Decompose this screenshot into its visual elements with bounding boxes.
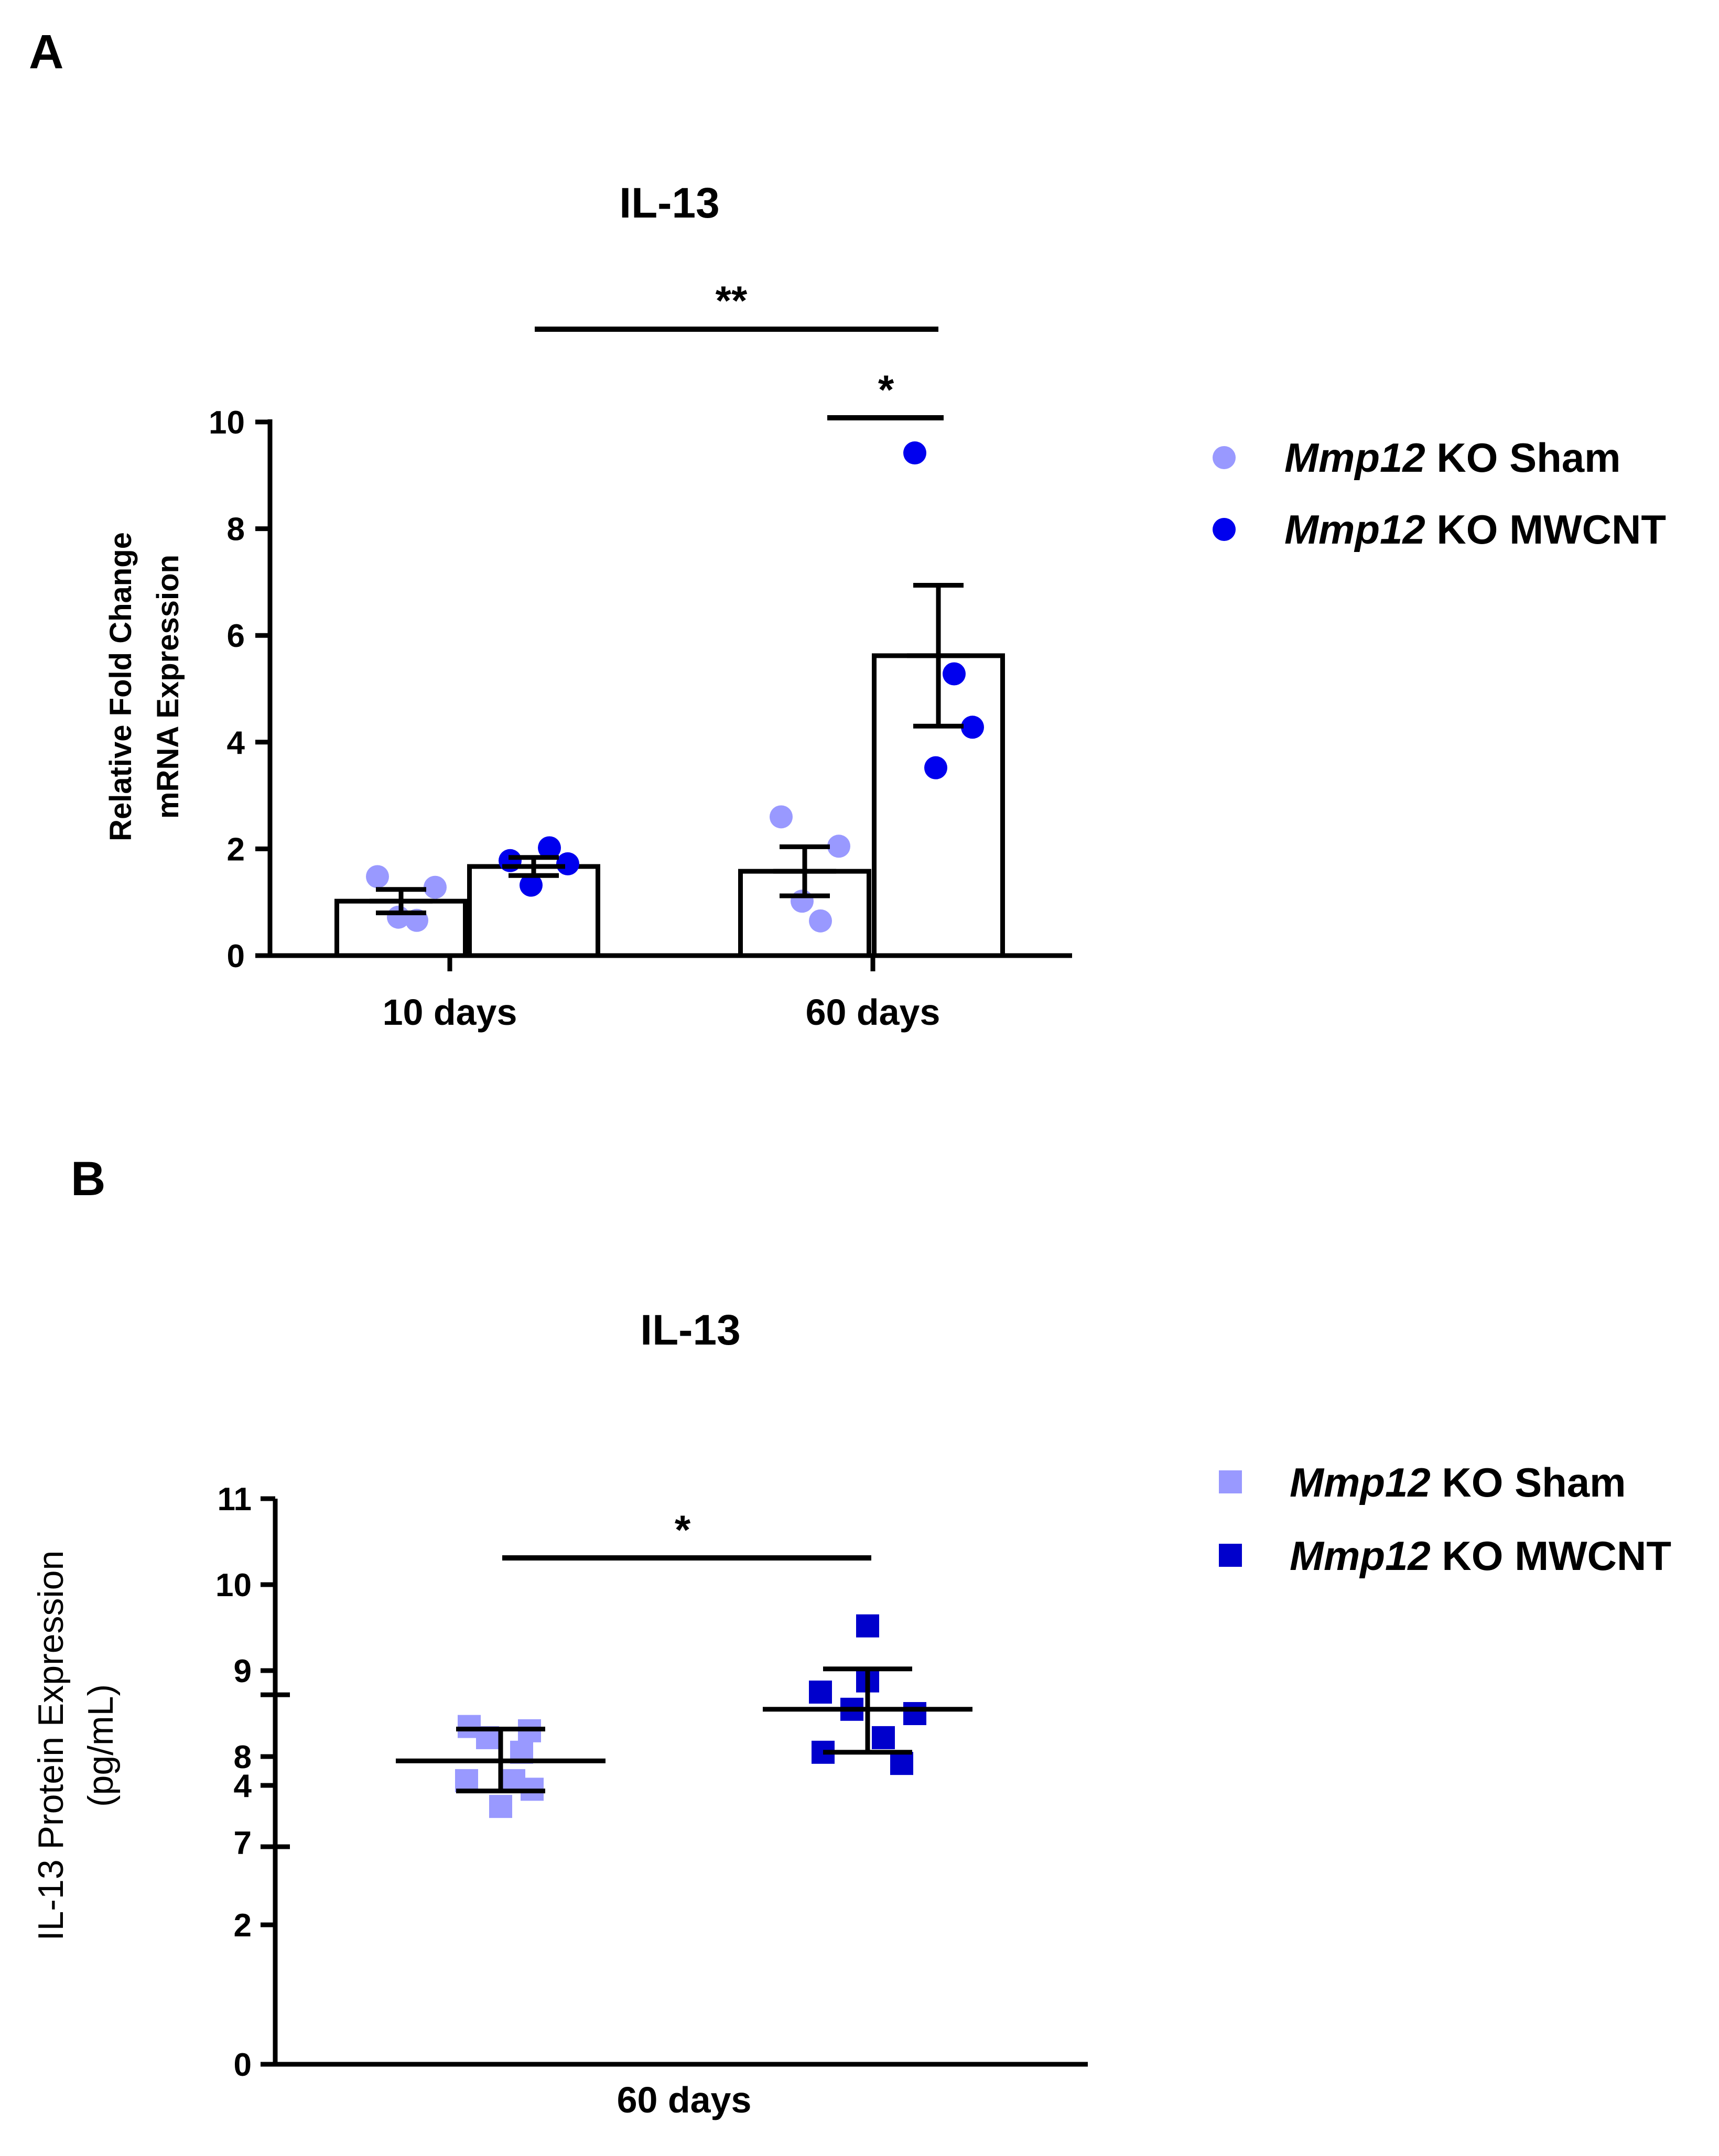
point-mwcnt-1-3 bbox=[924, 756, 947, 779]
chart-a-ytick-label-4: 4 bbox=[227, 725, 245, 761]
point-b-sham-4 bbox=[455, 1769, 478, 1792]
chart-b-xlabel-60-days: 60 days bbox=[617, 2079, 752, 2120]
chart-b-ytick-label-high-7: 7 bbox=[234, 1825, 252, 1861]
legend-a-mwcnt-italic: Mmp12 bbox=[1284, 506, 1425, 552]
legend-a-sham-marker bbox=[1213, 446, 1236, 469]
chart-a-ytick-label-10: 10 bbox=[209, 405, 245, 441]
chart-a-ytick-label-0: 0 bbox=[227, 938, 245, 974]
chart-a-title: IL-13 bbox=[619, 179, 719, 227]
chart-a-xlabel-60-days: 60 days bbox=[806, 992, 940, 1033]
point-sham-1-1 bbox=[809, 909, 832, 933]
point-mwcnt-0-3 bbox=[520, 873, 543, 897]
chart-b-ytick-label-high-8: 8 bbox=[234, 1739, 252, 1775]
chart-a-ylabel-line1: Relative Fold Change bbox=[104, 532, 138, 841]
point-sham-1-2 bbox=[827, 835, 850, 858]
legend-a-sham-rest: KO Sham bbox=[1425, 435, 1621, 481]
chart-b-ytick-label-high-10: 10 bbox=[215, 1567, 252, 1604]
point-b-mwcnt-4 bbox=[903, 1702, 926, 1725]
point-b-mwcnt-2 bbox=[809, 1681, 832, 1704]
chart-a-ylabel-line2: mRNA Expression bbox=[151, 555, 185, 819]
legend-b-mwcnt-marker bbox=[1219, 1544, 1242, 1567]
panel-label-a: A bbox=[29, 25, 63, 79]
chart-b-ylabel-line2: (pg/mL) bbox=[81, 1684, 121, 1807]
chart-b-title: IL-13 bbox=[640, 1306, 740, 1354]
sig-label-b: * bbox=[675, 1507, 691, 1553]
legend-a-mwcnt-label: Mmp12 KO MWCNT bbox=[1284, 506, 1666, 552]
legend-b-sham-italic: Mmp12 bbox=[1290, 1459, 1431, 1505]
point-sham-0-2 bbox=[424, 875, 447, 899]
legend-b-sham-rest: KO Sham bbox=[1431, 1459, 1626, 1505]
chart-a-ytick-label-6: 6 bbox=[227, 618, 245, 654]
chart-a-ytick-label-2: 2 bbox=[227, 831, 245, 868]
point-sham-1-3 bbox=[791, 890, 814, 913]
point-mwcnt-0-1 bbox=[538, 836, 561, 860]
sig-label-60-sham-vs-mwcnt: * bbox=[878, 366, 894, 413]
chart-b-ylabel: IL-13 Protein Expression (pg/mL) bbox=[31, 1551, 121, 1941]
chart-b-legend: Mmp12 KO Sham Mmp12 KO MWCNT bbox=[1219, 1459, 1671, 1579]
sig-label-10v60-mwcnt: ** bbox=[716, 277, 748, 323]
point-mwcnt-1-2 bbox=[961, 716, 984, 739]
chart-a-x-labels: 10 days 60 days bbox=[383, 992, 940, 1033]
chart-b-ylabel-line1: IL-13 Protein Expression bbox=[31, 1551, 71, 1941]
point-b-mwcnt-0 bbox=[856, 1614, 879, 1638]
chart-a-ylabel: Relative Fold Change mRNA Expression bbox=[104, 532, 185, 841]
chart-a-legend: Mmp12 KO Sham Mmp12 KO MWCNT bbox=[1213, 435, 1666, 552]
bar-mwcnt-0 bbox=[467, 864, 600, 958]
chart-b-plot: 0 2 4 7 8 9 10 11 * bbox=[215, 1481, 1088, 2083]
point-sham-0-3 bbox=[387, 905, 410, 929]
legend-b-mwcnt-label: Mmp12 KO MWCNT bbox=[1290, 1533, 1671, 1579]
chart-a-ytick-label-8: 8 bbox=[227, 512, 245, 548]
legend-b-mwcnt-italic: Mmp12 bbox=[1290, 1533, 1431, 1579]
panel-label-b: B bbox=[71, 1152, 105, 1206]
point-mwcnt-0-2 bbox=[556, 852, 579, 875]
point-b-mwcnt-5 bbox=[872, 1726, 895, 1749]
chart-b-ytick-label-high-11: 11 bbox=[217, 1481, 252, 1518]
chart-b-ytick-label-low-2: 2 bbox=[234, 1908, 252, 1944]
point-sham-1-0 bbox=[770, 805, 793, 829]
legend-a-sham-italic: Mmp12 bbox=[1284, 435, 1425, 481]
chart-b-ytick-label-high-9: 9 bbox=[234, 1653, 252, 1689]
legend-b-mwcnt-rest: KO MWCNT bbox=[1431, 1533, 1671, 1579]
legend-a-sham-label: Mmp12 KO Sham bbox=[1284, 435, 1620, 481]
point-b-mwcnt-7 bbox=[890, 1752, 913, 1775]
point-mwcnt-1-0 bbox=[903, 441, 926, 465]
chart-b-ytick-label-low-0: 0 bbox=[234, 2047, 252, 2083]
point-sham-0-0 bbox=[366, 865, 389, 889]
legend-a-mwcnt-rest: KO MWCNT bbox=[1425, 506, 1666, 552]
point-b-sham-7 bbox=[489, 1795, 512, 1818]
chart-b-ytick-label-low-4: 4 bbox=[234, 1768, 252, 1804]
point-mwcnt-1-1 bbox=[943, 662, 966, 686]
legend-b-sham-marker bbox=[1219, 1470, 1242, 1493]
chart-a-xlabel-10-days: 10 days bbox=[383, 992, 517, 1033]
legend-a-mwcnt-marker bbox=[1213, 518, 1236, 541]
legend-b-sham-label: Mmp12 KO Sham bbox=[1290, 1459, 1626, 1505]
